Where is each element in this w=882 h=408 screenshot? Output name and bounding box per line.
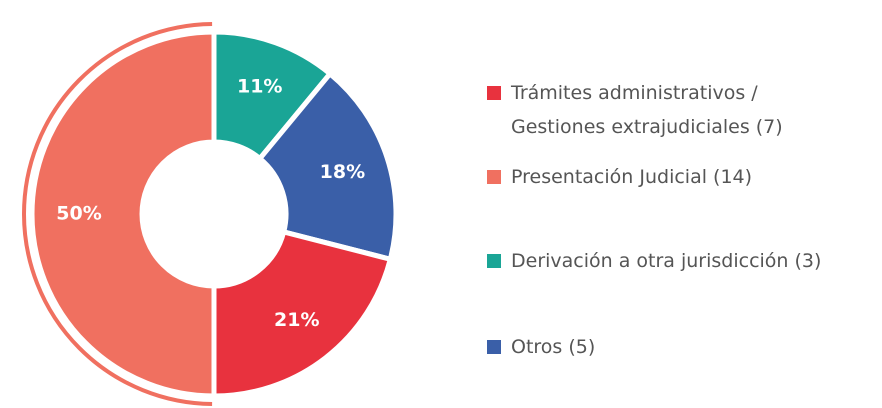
slice (29, 29, 217, 399)
donut: 11% 18% 21% 50% (21, 22, 399, 406)
highlight-ring (21, 22, 213, 406)
legend-label: Presentación Judicial (14) (511, 166, 753, 188)
legend-label: Trámites administrativos / Gestiones ext… (511, 82, 783, 138)
value-label: 18% (320, 161, 365, 183)
legend-swatch (487, 254, 501, 268)
legend-label: Otros (5) (511, 336, 596, 358)
legend-swatch (487, 340, 501, 354)
value-label: 50% (56, 203, 101, 225)
value-label: 21% (274, 309, 319, 331)
legend-swatch (487, 86, 501, 100)
legend-item: Otros (5) (487, 330, 877, 364)
legend-item: Trámites administrativos / Gestiones ext… (487, 76, 877, 144)
legend-item: Derivación a otra jurisdicción (3) (487, 244, 877, 278)
legend-label: Derivación a otra jurisdicción (3) (511, 250, 822, 272)
legend-swatch (487, 170, 501, 184)
slice (256, 70, 399, 263)
legend-item: Presentación Judicial (14) (487, 160, 877, 194)
slice (211, 228, 394, 399)
value-label: 11% (237, 75, 282, 97)
